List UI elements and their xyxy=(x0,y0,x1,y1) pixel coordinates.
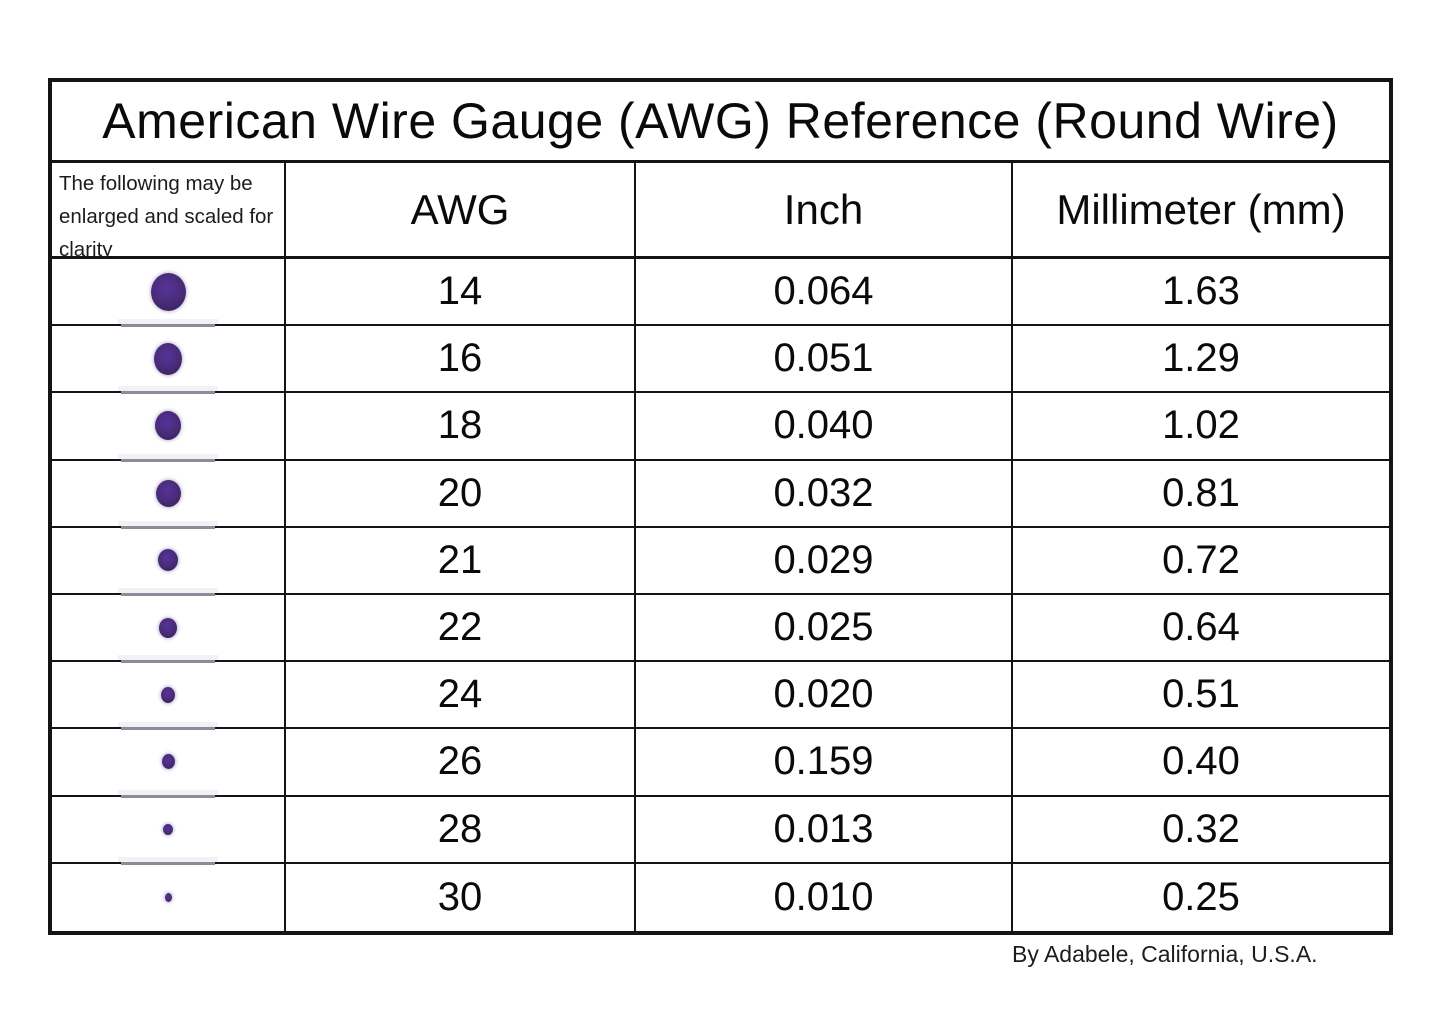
awg-value: 16 xyxy=(286,326,636,394)
awg-value: 14 xyxy=(286,259,636,327)
inch-value: 0.040 xyxy=(636,393,1013,461)
wire-dot-icon xyxy=(164,892,172,902)
wire-dot-cell xyxy=(52,460,286,528)
wire-dot-cell xyxy=(52,527,286,595)
inch-value: 0.029 xyxy=(636,527,1013,595)
inch-value: 0.051 xyxy=(636,326,1013,394)
inch-value: 0.032 xyxy=(636,460,1013,528)
wire-dot-cell xyxy=(52,796,286,864)
inch-value: 0.159 xyxy=(636,729,1013,797)
scale-note-text: The following may be enlarged and scaled… xyxy=(59,172,274,261)
inch-value: 0.020 xyxy=(636,662,1013,730)
wire-dot-icon xyxy=(163,823,173,835)
wire-dot-cell xyxy=(52,863,286,931)
wire-dot-icon xyxy=(158,549,178,572)
mm-value: 0.81 xyxy=(1013,460,1389,528)
wire-dot-icon xyxy=(161,754,175,770)
wire-dot-cell xyxy=(52,594,286,663)
awg-value: 26 xyxy=(286,729,636,797)
mm-value: 0.32 xyxy=(1013,796,1389,864)
wire-dot-cell xyxy=(52,729,286,797)
inch-value: 0.064 xyxy=(636,259,1013,327)
awg-value: 18 xyxy=(286,393,636,461)
inch-value: 0.013 xyxy=(636,796,1013,864)
wire-dot-cell xyxy=(52,662,286,730)
mm-value: 1.63 xyxy=(1013,259,1389,327)
wire-dot-icon xyxy=(155,411,181,441)
column-header-awg: AWG xyxy=(286,163,636,259)
table-title: American Wire Gauge (AWG) Reference (Rou… xyxy=(52,82,1389,163)
scale-note-cell: The following may be enlarged and scaled… xyxy=(52,163,286,261)
column-header-inch: Inch xyxy=(636,163,1013,259)
mm-value: 0.64 xyxy=(1013,594,1389,663)
credit-text: By Adabele, California, U.S.A. xyxy=(1012,941,1318,967)
inch-value: 0.010 xyxy=(636,863,1013,931)
wire-dot-icon xyxy=(150,272,186,311)
awg-value: 20 xyxy=(286,460,636,528)
wire-dot-cell xyxy=(52,326,286,394)
awg-value: 21 xyxy=(286,527,636,595)
awg-value: 24 xyxy=(286,662,636,730)
mm-value: 0.25 xyxy=(1013,863,1389,931)
awg-value: 22 xyxy=(286,594,636,663)
wire-dot-cell xyxy=(52,259,286,327)
wire-dot-icon xyxy=(155,479,181,507)
mm-value: 1.29 xyxy=(1013,326,1389,394)
mm-value: 0.40 xyxy=(1013,729,1389,797)
column-header-mm: Millimeter (mm) xyxy=(1013,163,1389,259)
mm-value: 0.51 xyxy=(1013,662,1389,730)
wire-dot-icon xyxy=(154,342,182,375)
mm-value: 0.72 xyxy=(1013,527,1389,595)
awg-value: 28 xyxy=(286,796,636,864)
inch-value: 0.025 xyxy=(636,594,1013,663)
mm-value: 1.02 xyxy=(1013,393,1389,461)
awg-reference-table: American Wire Gauge (AWG) Reference (Rou… xyxy=(48,78,1393,935)
wire-dot-icon xyxy=(161,686,175,703)
awg-value: 30 xyxy=(286,863,636,931)
wire-dot-cell xyxy=(52,393,286,461)
wire-dot-icon xyxy=(159,617,177,638)
